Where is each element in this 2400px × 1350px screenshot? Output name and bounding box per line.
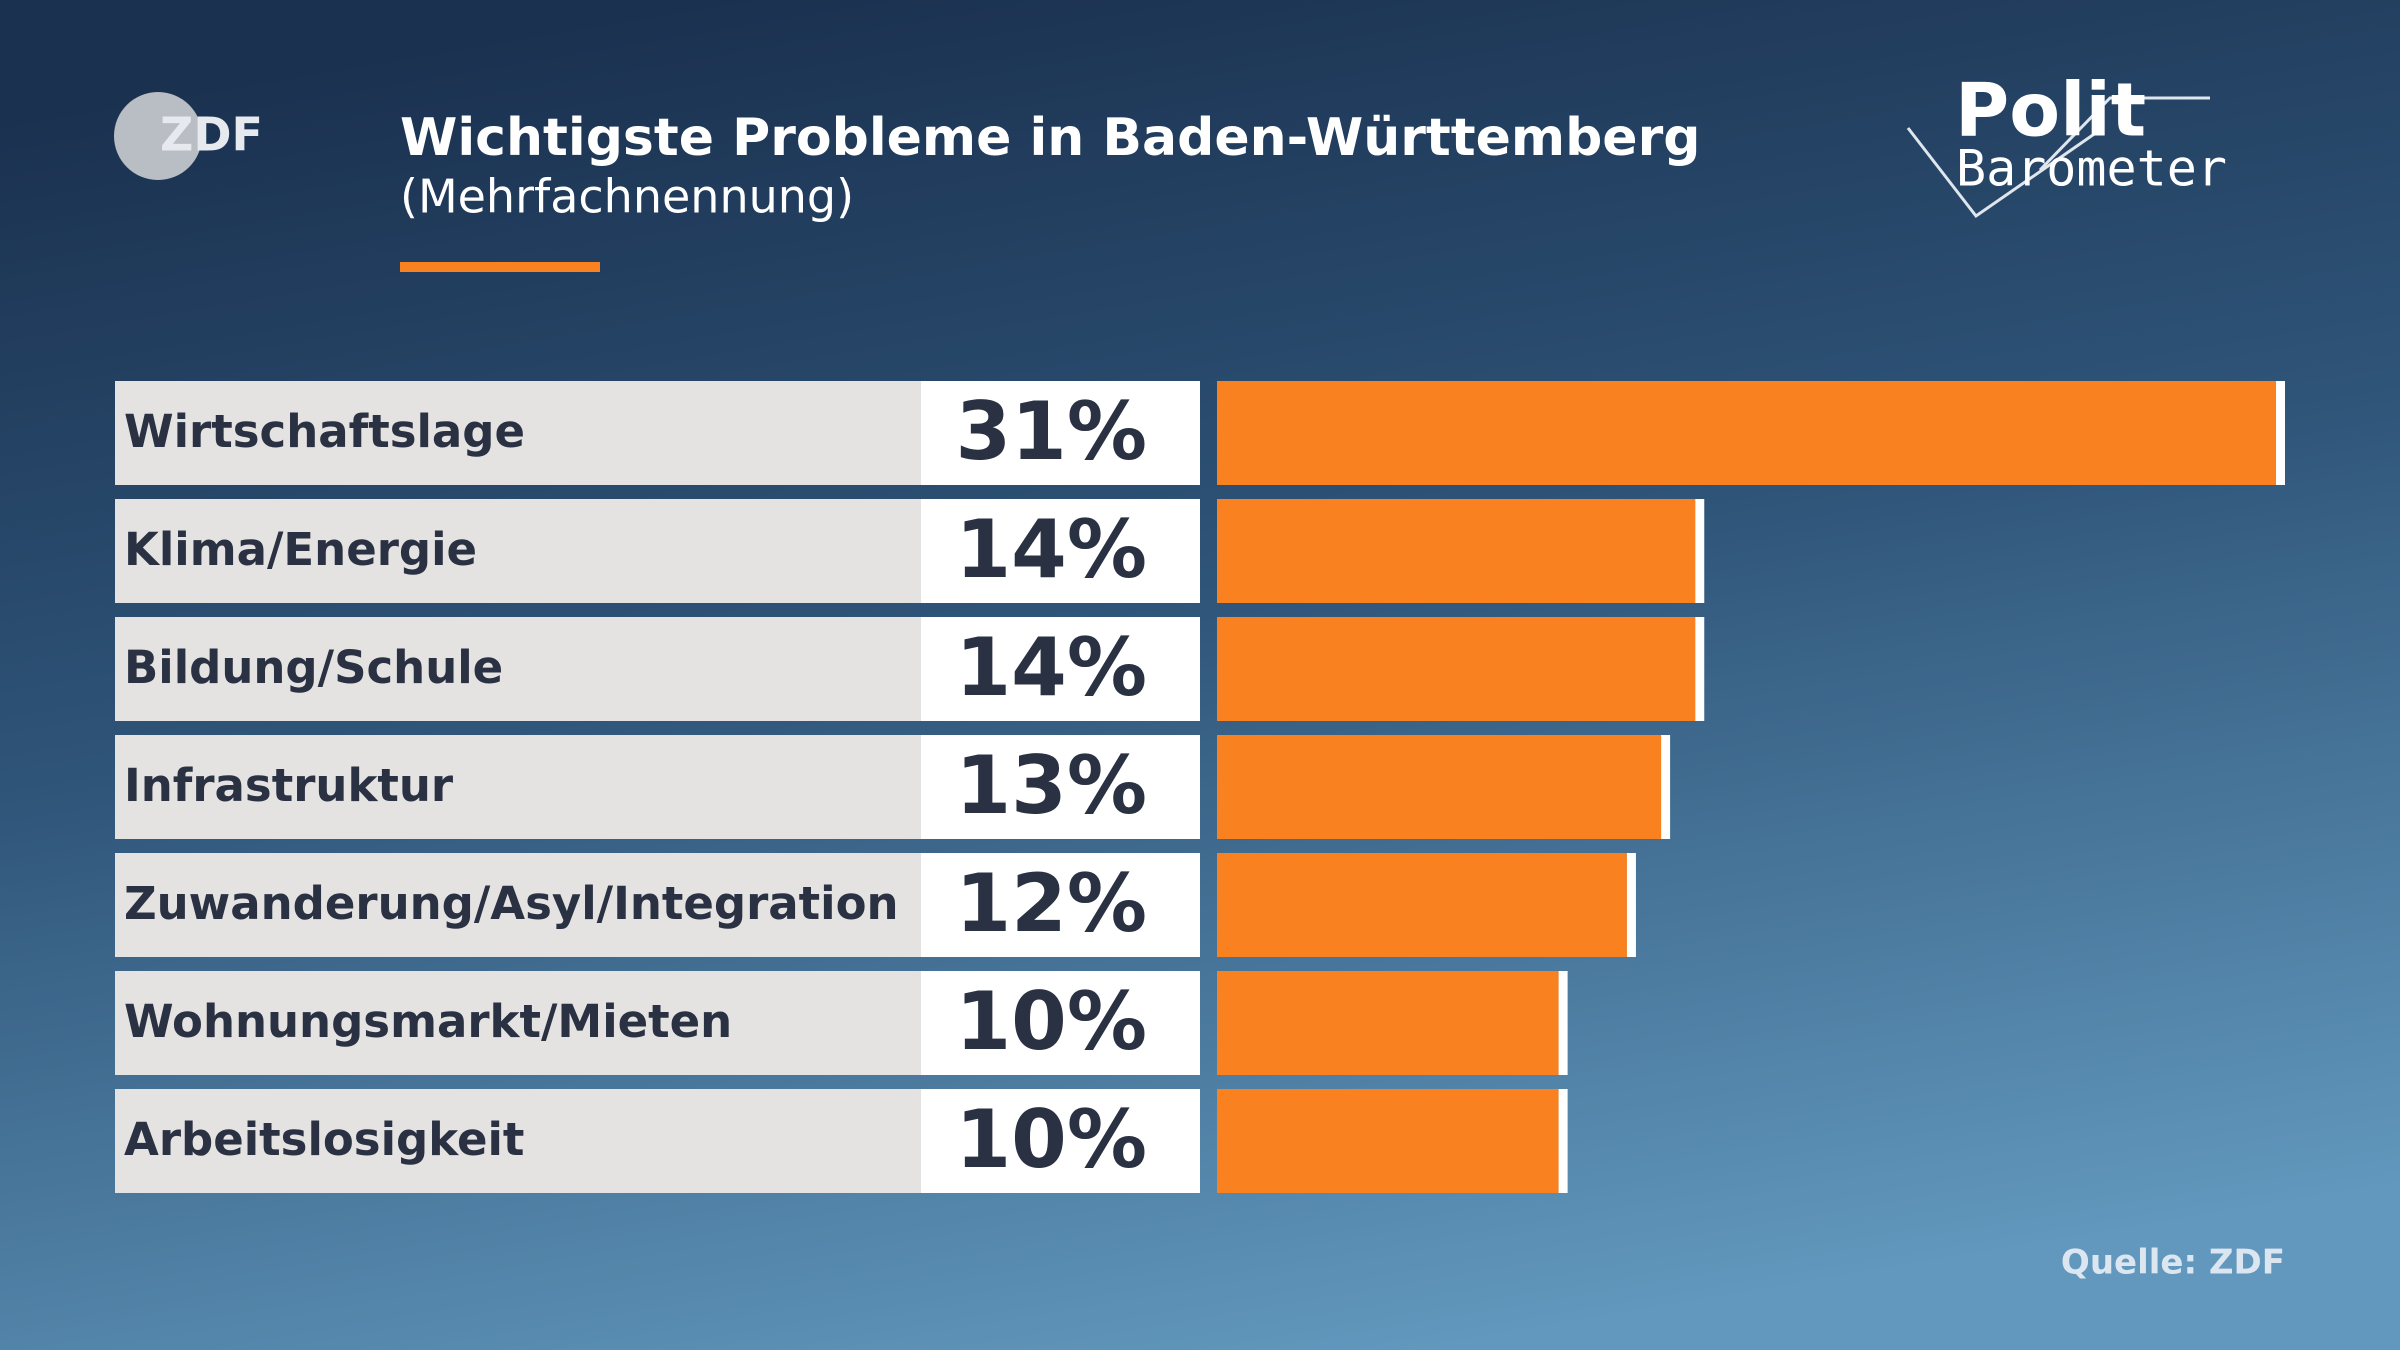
label-box [115, 381, 921, 485]
value-box [921, 1089, 1200, 1193]
value-box [921, 617, 1200, 721]
title-underline [400, 262, 600, 272]
label-box [115, 1089, 921, 1193]
bar [1217, 853, 1627, 957]
value-box [921, 381, 1200, 485]
category-label: Wohnungsmarkt/Mieten [124, 995, 732, 1048]
label-box [115, 735, 921, 839]
brand-check [1906, 127, 2101, 219]
logo: ZDF [160, 108, 263, 162]
value-label: 31% [956, 385, 1147, 478]
value-box [921, 853, 1200, 957]
bar-edge [1626, 853, 1636, 957]
value-box [921, 499, 1200, 603]
bar-edge [1695, 499, 1705, 603]
value-box [921, 735, 1200, 839]
category-label: Arbeitslosigkeit [124, 1113, 524, 1166]
value-box [921, 971, 1200, 1075]
label-box [115, 617, 921, 721]
label-box [115, 499, 921, 603]
brand-top: Polit [1955, 68, 2146, 154]
category-label: Infrastruktur [124, 759, 454, 812]
bar [1217, 617, 1696, 721]
bar [1217, 381, 2276, 485]
category-label: Wirtschaftslage [124, 405, 525, 458]
bar [1217, 1089, 1559, 1193]
bar-edge [1661, 735, 1671, 839]
bar-edge [1695, 617, 1705, 721]
value-label: 13% [956, 739, 1147, 832]
chart-subtitle: (Mehrfachnennung) [400, 170, 854, 224]
bar [1217, 499, 1696, 603]
source: Quelle: ZDF [2061, 1243, 2285, 1283]
value-label: 12% [956, 857, 1147, 950]
value-label: 10% [956, 975, 1147, 1068]
label-box [115, 853, 921, 957]
value-label: 10% [956, 1093, 1147, 1186]
category-label: Klima/Energie [124, 523, 477, 576]
label-box [115, 971, 921, 1075]
value-label: 14% [956, 503, 1147, 596]
brand-bottom: Barometer [1956, 140, 2227, 198]
category-label: Zuwanderung/Asyl/Integration [124, 877, 899, 930]
bar [1217, 971, 1559, 1075]
bar [1217, 735, 1662, 839]
bar-edge [1558, 971, 1568, 1075]
bar-edge [1558, 1089, 1568, 1193]
bar-edge [2276, 381, 2285, 485]
category-label: Bildung/Schule [124, 641, 503, 694]
chart-title: Wichtigste Probleme in Baden-Württemberg [400, 108, 1700, 168]
value-label: 14% [956, 621, 1147, 714]
brand-check [2038, 96, 2210, 172]
logo-circle [114, 92, 202, 180]
